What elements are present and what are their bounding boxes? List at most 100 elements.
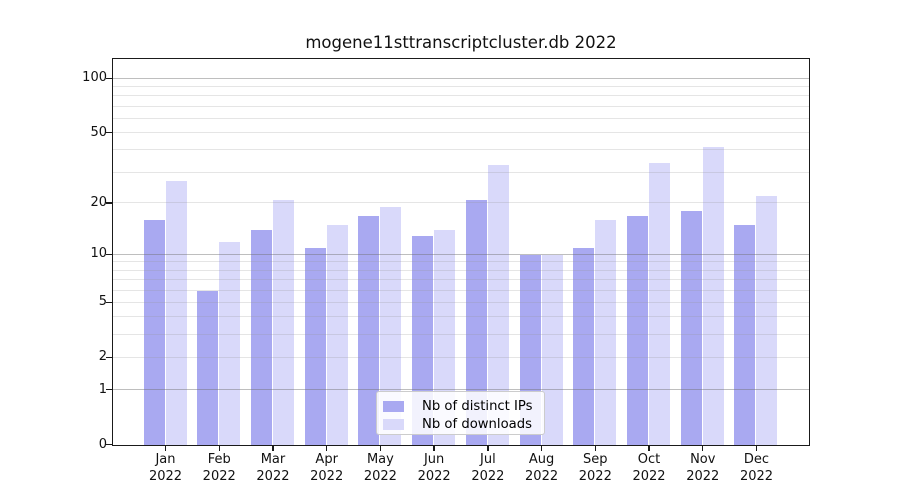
bar-downloads-jul — [487, 165, 509, 445]
x-tick-year: 2022 — [363, 468, 397, 484]
x-axis-tick-label: Dec 2022 — [716, 452, 796, 485]
legend-swatch-distinct-ips — [383, 401, 404, 412]
legend-swatch-downloads — [383, 419, 404, 430]
bar-distinct-ips-nov — [680, 211, 702, 445]
gridline-minor — [113, 301, 809, 303]
x-tick-month: Aug — [528, 452, 555, 467]
gridline-minor — [113, 334, 809, 335]
gridline-major — [113, 389, 809, 390]
bar-distinct-ips-may — [358, 215, 380, 445]
gridline-minor — [113, 95, 809, 97]
x-tick-year: 2022 — [632, 468, 666, 484]
x-tick-mark — [164, 446, 167, 451]
x-tick-year: 2022 — [310, 468, 344, 484]
legend-item-downloads: Nb of downloads — [383, 416, 544, 433]
y-tick-mark — [106, 202, 113, 204]
x-tick-month: Mar — [260, 452, 286, 467]
x-tick-mark — [755, 446, 758, 451]
x-tick-mark — [487, 446, 489, 451]
x-tick-year: 2022 — [686, 468, 720, 484]
x-tick-month: Jan — [155, 452, 176, 467]
x-tick-mark — [433, 446, 435, 451]
x-axis-tick-label: Jun 2022 — [394, 452, 474, 485]
legend-label-distinct-ips: Nb of distinct IPs — [422, 399, 533, 414]
y-axis-tick-label: 1 — [98, 381, 107, 397]
x-tick-month: Sep — [583, 452, 608, 467]
bar-downloads-oct — [649, 162, 671, 445]
x-tick-month: Apr — [315, 452, 338, 467]
legend-label-downloads: Nb of downloads — [422, 417, 532, 432]
gridline-minor — [113, 105, 809, 107]
x-tick-mark — [648, 446, 650, 451]
x-axis-tick-label: Feb 2022 — [179, 452, 259, 485]
gridline-minor — [113, 149, 809, 151]
bar-downloads-dec — [756, 196, 778, 445]
x-tick-year: 2022 — [525, 468, 559, 484]
x-axis-tick-label: Oct 2022 — [609, 452, 689, 485]
bar-distinct-ips-apr — [304, 247, 326, 445]
gridline-major — [113, 77, 809, 79]
bar-distinct-ips-jul — [465, 199, 487, 445]
gridline-minor — [113, 117, 809, 119]
x-tick-mark — [540, 446, 543, 451]
x-axis-tick-label: Nov 2022 — [663, 452, 743, 485]
y-axis-tick-label: 5 — [98, 294, 107, 310]
x-tick-mark — [272, 446, 274, 451]
x-tick-month: Jun — [423, 452, 445, 467]
gridline-minor — [113, 279, 809, 280]
x-tick-month: Jul — [480, 452, 496, 467]
y-axis-tick-label: 2 — [98, 349, 107, 365]
bar-downloads-aug — [541, 254, 563, 445]
gridline-minor — [113, 316, 809, 318]
x-tick-mark — [594, 446, 596, 451]
x-tick-year: 2022 — [578, 468, 612, 484]
x-tick-mark — [325, 446, 328, 451]
x-axis-tick-label: Jan 2022 — [126, 452, 206, 485]
y-axis-tick-label: 10 — [90, 246, 107, 262]
gridline-minor — [113, 202, 809, 204]
bar-distinct-ips-dec — [734, 225, 756, 445]
y-axis-tick-label: 50 — [90, 124, 107, 140]
x-tick-year: 2022 — [739, 468, 774, 484]
plot-inner: Nb of distinct IPs Nb of downloads — [113, 59, 809, 445]
x-tick-month: Oct — [637, 452, 661, 467]
bar-downloads-mar — [272, 199, 294, 445]
x-tick-year: 2022 — [471, 468, 505, 484]
x-tick-mark — [218, 446, 220, 451]
gridline-minor — [113, 132, 809, 133]
x-axis-tick-label: May 2022 — [340, 452, 420, 485]
y-axis-tick-label: 100 — [82, 70, 107, 86]
x-tick-year: 2022 — [148, 468, 183, 484]
plot-area: Nb of distinct IPs Nb of downloads — [112, 58, 810, 446]
gridline-minor — [113, 356, 809, 358]
bar-downloads-nov — [702, 146, 724, 445]
x-axis-tick-label: Apr 2022 — [287, 452, 367, 485]
bar-downloads-feb — [219, 241, 241, 445]
x-tick-mark — [379, 446, 382, 451]
gridline-minor — [113, 289, 809, 291]
bar-distinct-ips-feb — [197, 290, 219, 445]
gridline-major — [113, 253, 809, 255]
bar-distinct-ips-mar — [250, 230, 272, 445]
legend: Nb of distinct IPs Nb of downloads — [376, 391, 545, 435]
bar-downloads-may — [380, 207, 402, 445]
x-tick-month: Nov — [690, 452, 716, 467]
y-tick-mark — [106, 443, 113, 446]
x-axis-tick-label: Jul 2022 — [448, 452, 528, 485]
y-axis-tick-label: 20 — [90, 194, 107, 210]
y-tick-mark — [106, 356, 113, 359]
y-tick-mark — [106, 301, 113, 304]
x-tick-year: 2022 — [417, 468, 451, 484]
bar-downloads-sep — [595, 220, 617, 445]
gridline-minor — [113, 86, 809, 88]
bars-layer — [113, 59, 809, 445]
x-axis-tick-label: Aug 2022 — [502, 452, 582, 485]
x-axis-tick-label: Mar 2022 — [233, 452, 313, 485]
x-tick-month: Feb — [207, 452, 231, 467]
chart-title: mogene11sttranscriptcluster.db 2022 — [305, 33, 617, 52]
y-tick-mark — [106, 253, 113, 255]
grid-layer — [113, 59, 809, 445]
y-tick-mark — [106, 77, 113, 80]
x-axis-tick-label: Sep 2022 — [555, 452, 635, 485]
